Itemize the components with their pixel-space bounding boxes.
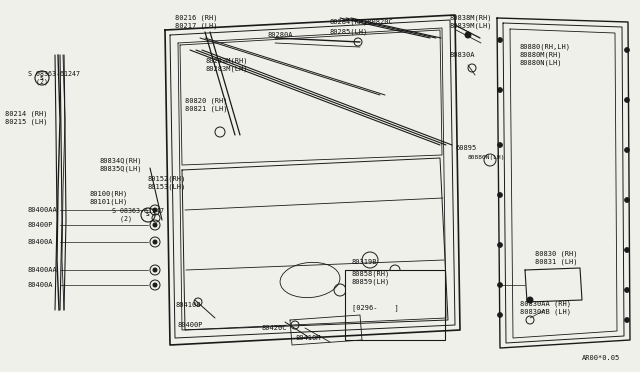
Text: 80834Q(RH)
80835Q(LH): 80834Q(RH) 80835Q(LH) [100, 158, 143, 172]
Text: S 08363-61247
  (2): S 08363-61247 (2) [112, 208, 164, 222]
Text: 80420C: 80420C [262, 325, 287, 331]
Text: 80280A: 80280A [268, 32, 294, 38]
Circle shape [153, 283, 157, 287]
Text: 80830A: 80830A [450, 52, 476, 58]
Circle shape [465, 32, 471, 38]
Text: 80410M: 80410M [295, 335, 321, 341]
Circle shape [153, 223, 157, 227]
Text: S 08363-61247
  (2): S 08363-61247 (2) [28, 71, 80, 85]
Text: 80214 (RH)
80215 (LH): 80214 (RH) 80215 (LH) [5, 111, 47, 125]
Text: 80830AA (RH)
80830AB (LH): 80830AA (RH) 80830AB (LH) [520, 301, 571, 315]
Text: 80400P: 80400P [178, 322, 204, 328]
Text: 80152(RH)
80153(LH): 80152(RH) 80153(LH) [148, 176, 186, 190]
Text: 80285(LH): 80285(LH) [330, 29, 368, 35]
Text: 80400AA: 80400AA [28, 207, 58, 213]
Text: 80880(RH,LH)
80880M(RH)
80880N(LH): 80880(RH,LH) 80880M(RH) 80880N(LH) [520, 44, 571, 66]
Text: 80820 (RH)
80821 (LH): 80820 (RH) 80821 (LH) [185, 98, 227, 112]
Circle shape [497, 312, 502, 317]
Text: 80858(RH)
80859(LH): 80858(RH) 80859(LH) [352, 271, 390, 285]
Circle shape [497, 142, 502, 148]
Circle shape [625, 97, 630, 103]
Text: 80400AA: 80400AA [28, 267, 58, 273]
Text: S: S [40, 76, 44, 80]
Circle shape [497, 38, 502, 42]
Circle shape [497, 282, 502, 288]
Text: AR00*0.05: AR00*0.05 [582, 355, 620, 361]
Text: 80284(RH)80820C: 80284(RH)80820C [330, 19, 394, 25]
Circle shape [497, 243, 502, 247]
Text: 60895: 60895 [455, 145, 476, 151]
Text: 80830 (RH)
80831 (LH): 80830 (RH) 80831 (LH) [535, 251, 577, 265]
Text: 80216 (RH)
80217 (LH): 80216 (RH) 80217 (LH) [175, 15, 218, 29]
Circle shape [625, 48, 630, 52]
Circle shape [625, 317, 630, 323]
Circle shape [153, 240, 157, 244]
Circle shape [497, 192, 502, 198]
Text: 80838M(RH)
80839M(LH): 80838M(RH) 80839M(LH) [450, 15, 493, 29]
Circle shape [153, 208, 157, 212]
Text: [0296-    ]: [0296- ] [352, 305, 399, 311]
Text: 80282M(RH)
80283M(LH): 80282M(RH) 80283M(LH) [205, 58, 248, 72]
Text: 80400A: 80400A [28, 282, 54, 288]
Circle shape [497, 87, 502, 93]
Circle shape [625, 247, 630, 253]
Circle shape [153, 268, 157, 272]
Circle shape [527, 297, 533, 303]
Bar [345, 270, 445, 340]
Text: 80400A: 80400A [28, 239, 54, 245]
Text: 80410B: 80410B [175, 302, 200, 308]
Circle shape [625, 198, 630, 202]
Circle shape [625, 288, 630, 292]
Circle shape [625, 148, 630, 153]
Text: 80100(RH)
80101(LH): 80100(RH) 80101(LH) [90, 191, 128, 205]
Text: 80400P: 80400P [28, 222, 54, 228]
Text: S: S [146, 212, 150, 218]
Text: 80319B: 80319B [352, 259, 378, 265]
Text: 80880N(LH): 80880N(LH) [468, 155, 506, 160]
